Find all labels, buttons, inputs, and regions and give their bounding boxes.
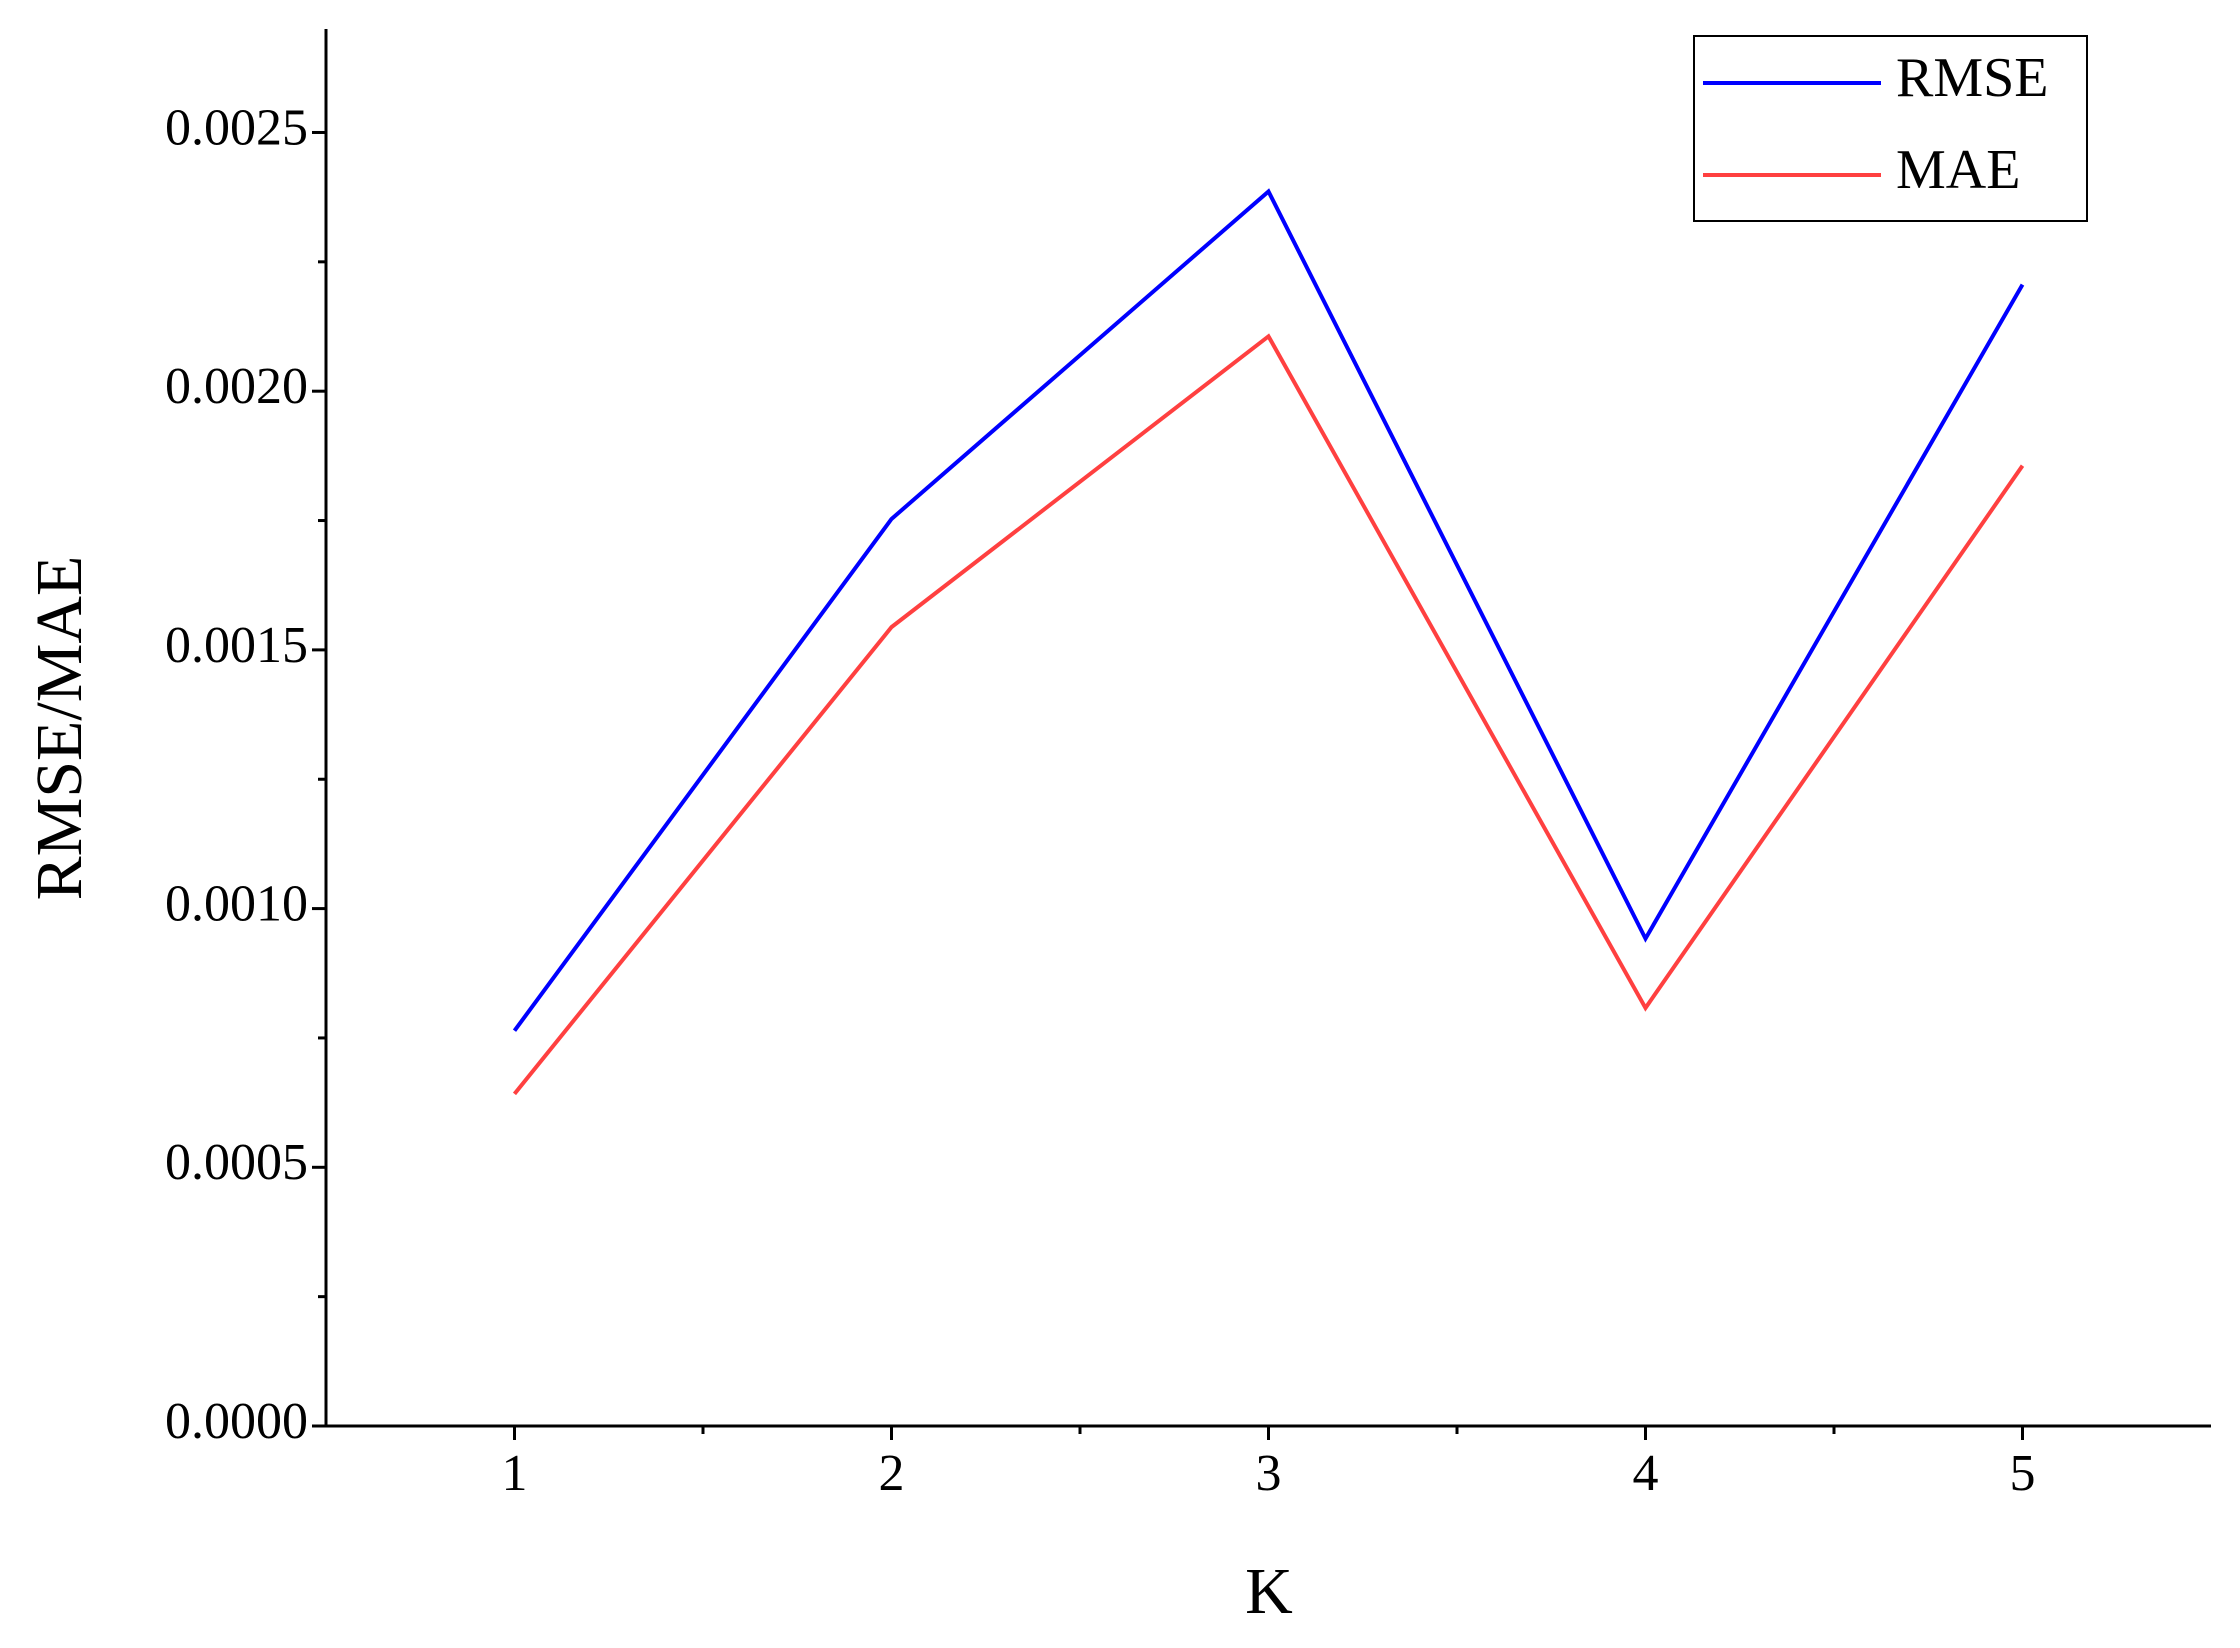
legend-label: RMSE <box>1896 47 2049 109</box>
series-line <box>512 188 2025 1032</box>
y-tick-label: 0.0025 <box>165 99 308 156</box>
y-tick-label: 0.0015 <box>165 617 308 674</box>
x-tick-label: 3 <box>1256 1445 1282 1502</box>
y-tick-label: 0.0000 <box>165 1393 308 1450</box>
x-tick-label: 4 <box>1633 1445 1659 1502</box>
x-tick-label: 2 <box>879 1445 905 1502</box>
series-line <box>512 333 2025 1096</box>
y-tick-label: 0.0020 <box>165 358 308 415</box>
x-tick-label: 5 <box>2010 1445 2036 1502</box>
legend-box <box>1693 35 2088 222</box>
y-tick-label: 0.0010 <box>165 876 308 933</box>
x-tick-label: 1 <box>502 1445 528 1502</box>
x-axis-title: K <box>1245 1555 1293 1628</box>
legend-label: MAE <box>1896 139 2020 201</box>
y-tick-label: 0.0005 <box>165 1134 308 1191</box>
y-axis-title: RMSE/MAE <box>23 556 96 901</box>
